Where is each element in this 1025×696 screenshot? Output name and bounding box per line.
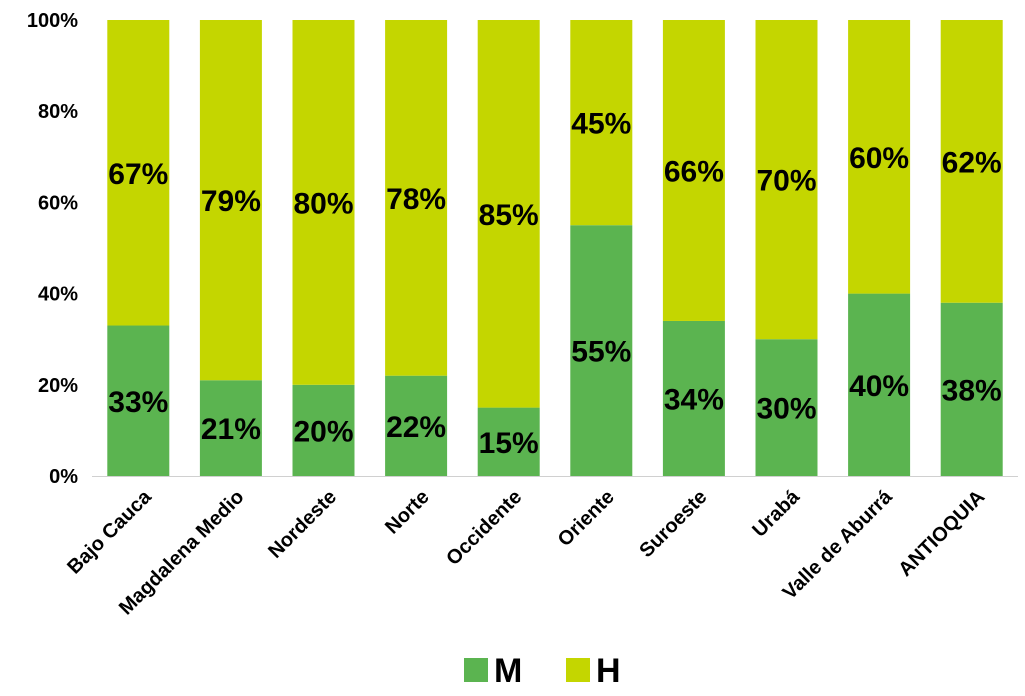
bar-segment-h [385, 20, 448, 376]
x-tick-label: Nordeste [264, 486, 341, 563]
data-label-h: 70% [756, 165, 816, 198]
data-label-m: 21% [201, 413, 261, 446]
y-tick-label: 60% [38, 192, 78, 214]
bar-segment-m [292, 384, 355, 476]
data-label-m: 22% [386, 411, 446, 444]
data-label-m: 38% [942, 374, 1002, 407]
x-tick-label: ANTIOQUIA [894, 486, 989, 581]
data-label-m: 33% [108, 386, 168, 419]
legend-label-h: H [596, 652, 621, 690]
y-tick-label: 40% [38, 284, 78, 306]
bar-segment-m [848, 293, 911, 476]
y-tick-label: 0% [49, 466, 78, 488]
data-label-h: 66% [664, 155, 724, 188]
bar-segment-m [662, 320, 725, 476]
data-label-m: 15% [479, 427, 539, 460]
data-label-m: 40% [849, 370, 909, 403]
bar-segment-m [107, 325, 170, 476]
bar-segment-h [848, 20, 911, 294]
data-label-m: 55% [571, 336, 631, 369]
bar-segment-m [940, 302, 1003, 476]
legend-swatch-h [566, 658, 590, 682]
data-label-m: 30% [756, 393, 816, 426]
y-tick-label: 80% [38, 101, 78, 123]
y-axis: 0% 20% 40% 60% 80% 100% [27, 10, 78, 488]
data-label-h: 80% [293, 187, 353, 220]
x-tick-label: Oriente [554, 486, 619, 551]
bar-segment-h [199, 20, 262, 381]
bar-segment-h [477, 20, 540, 408]
bar-segment-h [107, 20, 170, 326]
data-label-h: 78% [386, 183, 446, 216]
bar-segment-m [570, 225, 633, 476]
bar-segment-m [755, 339, 818, 476]
bar-segment-m [477, 407, 540, 476]
bar-segment-h [940, 20, 1003, 303]
data-label-m: 34% [664, 383, 724, 416]
data-label-h: 45% [571, 108, 631, 141]
bar-segment-m [385, 375, 448, 476]
data-label-h: 79% [201, 185, 261, 218]
bar-segment-h [292, 20, 355, 385]
x-tick-label: Occidente [442, 486, 526, 570]
bars: 33% 67% 21% 79% 20% 80% 22% 78% 15% 85% 55% 45% 34% 6… [107, 20, 1003, 476]
data-label-m: 20% [293, 415, 353, 448]
x-tick-label: Suroeste [635, 486, 711, 562]
y-tick-label: 20% [38, 375, 78, 397]
x-tick-label: Bajo Cauca [63, 485, 156, 578]
data-label-h: 67% [108, 158, 168, 191]
x-tick-label: Norte [381, 486, 433, 538]
y-tick-label: 100% [27, 10, 78, 32]
legend-label-m: M [494, 652, 522, 690]
bar-segment-h [755, 20, 818, 340]
bar-segment-m [199, 380, 262, 476]
bar-segment-h [662, 20, 725, 321]
data-label-h: 60% [849, 142, 909, 175]
data-label-h: 62% [942, 146, 1002, 179]
x-tick-label: Urabá [748, 485, 804, 541]
legend-swatch-m [464, 658, 488, 682]
bar-segment-h [570, 20, 633, 226]
data-label-h: 85% [479, 199, 539, 232]
